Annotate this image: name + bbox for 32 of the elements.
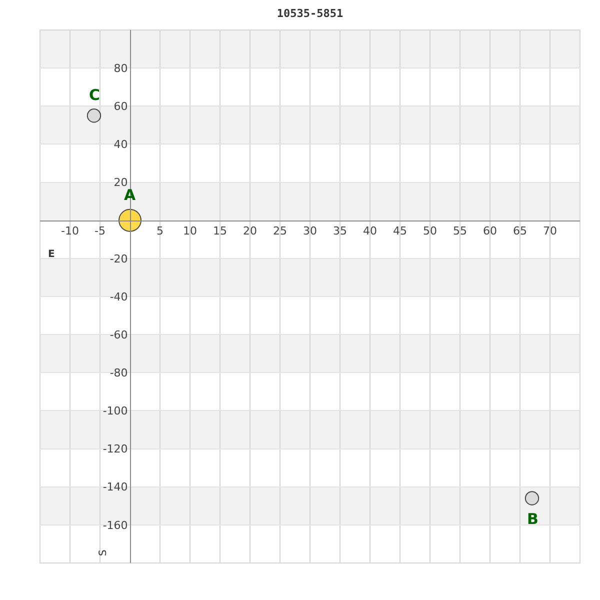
y-tick-label: -100: [102, 404, 128, 418]
y-tick-label: 80: [114, 62, 128, 75]
x-tick-label: -10: [61, 224, 79, 238]
x-tick-label: 60: [483, 224, 497, 238]
annotation: B: [527, 510, 538, 528]
x-tick-label: 5: [156, 224, 164, 238]
y-tick-label: -60: [110, 328, 128, 342]
y-tick-label: -40: [110, 290, 128, 304]
x-axis-title: E: [48, 249, 55, 260]
y-tick-label: -120: [102, 442, 128, 456]
x-tick-label: -5: [94, 224, 106, 238]
x-tick-label: 30: [303, 224, 317, 238]
x-tick-label: 70: [543, 224, 557, 238]
x-tick-label: 15: [213, 224, 227, 238]
y-tick-label: 40: [114, 138, 128, 152]
x-tick-label: 25: [273, 224, 287, 238]
x-tick-label: 40: [363, 224, 377, 238]
y-tick-label: -160: [102, 518, 128, 532]
x-tick-label: 10: [183, 224, 197, 238]
x-tick-label: 20: [243, 224, 257, 238]
y-tick-label: -80: [110, 366, 128, 380]
y-tick-label: 60: [114, 100, 128, 113]
y-tick-label: -140: [102, 480, 128, 494]
x-tick-label: 65: [513, 224, 527, 238]
x-tick-label: 55: [453, 224, 467, 238]
y-axis-title: S: [98, 550, 109, 556]
chart-title: 10535-5851: [276, 6, 344, 20]
x-tick-label: 50: [423, 224, 437, 238]
annotation: C: [89, 86, 100, 104]
x-tick-label: 45: [393, 224, 407, 238]
y-tick-label: -20: [110, 252, 128, 266]
x-tick-label: 35: [333, 224, 347, 238]
